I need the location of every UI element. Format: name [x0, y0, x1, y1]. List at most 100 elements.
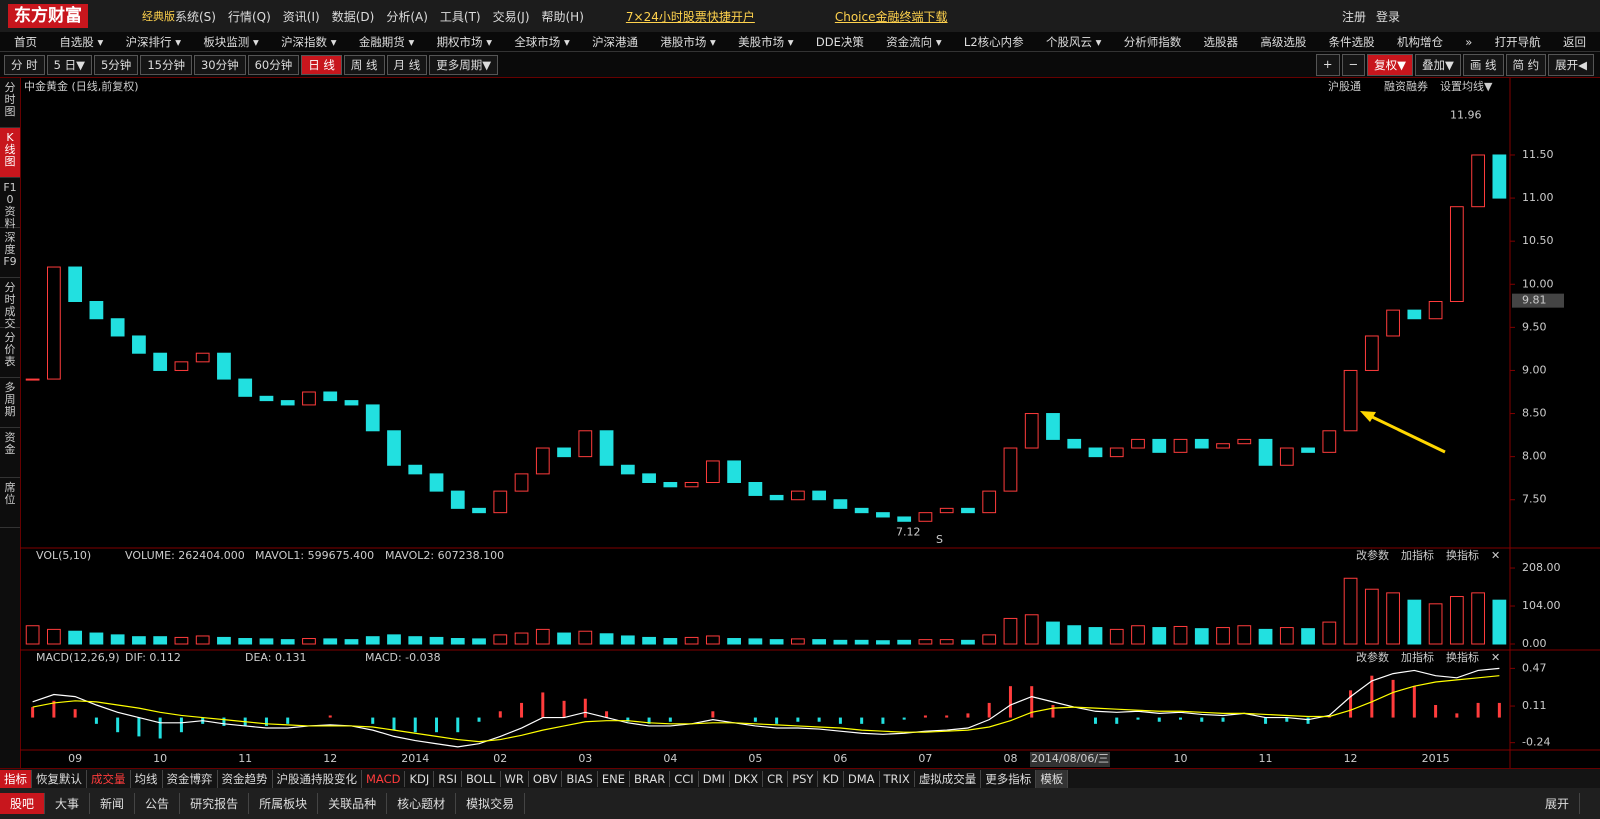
period-button[interactable]: 更多周期▼: [429, 54, 499, 75]
menu-item[interactable]: 交易(J): [492, 9, 530, 24]
link[interactable]: Choice金融终端下载: [834, 9, 948, 24]
nav-item[interactable]: 选股器: [1203, 34, 1239, 49]
indicator-tab[interactable]: BRAR: [630, 770, 671, 787]
nav-item[interactable]: 返回: [1562, 34, 1586, 49]
side-tab[interactable]: 资金: [0, 428, 20, 478]
indicator-tab[interactable]: ENE: [598, 770, 630, 787]
indicator-tab[interactable]: KDJ: [405, 770, 435, 787]
tool-button[interactable]: −: [1341, 53, 1366, 76]
indicator-tab[interactable]: 指标: [0, 769, 32, 788]
nav-item[interactable]: 高级选股: [1260, 34, 1307, 49]
account-link[interactable]: 登录: [1375, 9, 1400, 24]
indicator-tab[interactable]: KD: [818, 770, 844, 787]
indicator-tab[interactable]: 虚拟成交量: [915, 769, 982, 788]
nav-item[interactable]: 首页: [14, 34, 37, 49]
bottom-tab[interactable]: 新闻: [90, 793, 136, 814]
tool-button[interactable]: +: [1315, 53, 1340, 76]
nav-item[interactable]: 个股风云 ▾: [1045, 34, 1102, 49]
nav-item[interactable]: 沪深排行 ▾: [125, 34, 181, 49]
bottom-tab[interactable]: 所属板块: [249, 793, 319, 814]
menu-item[interactable]: 资讯(I): [282, 9, 320, 24]
nav-item[interactable]: 沪深港通: [592, 34, 639, 49]
bottom-tab[interactable]: 股吧: [0, 793, 46, 814]
menu-item[interactable]: 分析(A): [386, 9, 428, 24]
nav-item[interactable]: 港股市场 ▾: [660, 34, 716, 49]
period-button[interactable]: 周 线: [343, 54, 385, 75]
link[interactable]: 7×24小时股票快捷开户: [625, 9, 755, 24]
indicator-tab[interactable]: 恢复默认: [32, 769, 87, 788]
nav-item[interactable]: 金融期货 ▾: [358, 34, 415, 49]
nav-item[interactable]: 打开导航: [1494, 34, 1541, 49]
bottom-tab[interactable]: 研究报告: [180, 793, 250, 814]
menu-item[interactable]: 工具(T): [439, 9, 481, 24]
indicator-tab[interactable]: 更多指标: [981, 769, 1037, 788]
side-tab[interactable]: 分时成交: [0, 278, 20, 330]
menu-item[interactable]: 行情(Q): [227, 9, 271, 24]
indicator-tab[interactable]: DKX: [730, 770, 764, 787]
side-tab[interactable]: 席位: [0, 478, 20, 528]
side-tab[interactable]: 多周期: [0, 378, 20, 428]
nav-item[interactable]: 板块监测 ▾: [203, 34, 259, 49]
tool-button[interactable]: 复权▼: [1367, 53, 1413, 76]
tool-button[interactable]: 画 线: [1462, 53, 1504, 76]
indicator-tab[interactable]: CCI: [670, 770, 699, 787]
y-tick-label: 0.47: [1522, 661, 1547, 674]
nav-item[interactable]: 沪深指数 ▾: [281, 34, 337, 49]
indicator-tab[interactable]: 资金趋势: [218, 769, 273, 788]
indicator-tab[interactable]: 资金博弈: [163, 769, 218, 788]
indicator-tab[interactable]: DMA: [844, 770, 880, 787]
indicator-tab[interactable]: 成交量: [87, 769, 131, 788]
side-tab[interactable]: F10资料: [0, 178, 20, 230]
nav-item[interactable]: 全球市场 ▾: [514, 34, 570, 49]
side-tab[interactable]: K线图: [0, 128, 20, 178]
tool-button[interactable]: 展开◀: [1548, 53, 1594, 76]
menu-item[interactable]: 数据(D): [331, 9, 375, 24]
period-button[interactable]: 5 日▼: [46, 54, 92, 75]
period-button[interactable]: 15分钟: [140, 54, 192, 75]
indicator-tab[interactable]: BIAS: [562, 770, 598, 787]
indicator-tab[interactable]: RSI: [434, 770, 462, 787]
side-tab[interactable]: 分价表: [0, 328, 20, 378]
side-tab[interactable]: 分时图: [0, 78, 20, 128]
period-button[interactable]: 5分钟: [93, 54, 139, 75]
indicator-tab[interactable]: BOLL: [462, 770, 501, 787]
nav-item[interactable]: L2核心内参: [963, 34, 1024, 49]
period-button[interactable]: 30分钟: [193, 54, 246, 75]
bottom-tab[interactable]: 核心题材: [387, 793, 457, 814]
indicator-tab[interactable]: 均线: [131, 769, 163, 788]
indicator-tab[interactable]: PSY: [788, 770, 819, 787]
bottom-tab[interactable]: 模拟交易: [456, 793, 526, 814]
account-link[interactable]: 注册: [1341, 9, 1366, 24]
nav-item[interactable]: »: [1465, 34, 1473, 49]
indicator-tab[interactable]: DMI: [699, 770, 730, 787]
indicator-tab[interactable]: OBV: [529, 770, 563, 787]
period-button[interactable]: 日 线: [301, 54, 342, 75]
nav-item[interactable]: 资金流向 ▾: [886, 34, 942, 49]
period-button[interactable]: 月 线: [386, 54, 428, 75]
nav-item[interactable]: 期权市场 ▾: [436, 34, 492, 49]
nav-item[interactable]: 条件选股: [1328, 34, 1375, 49]
indicator-tab[interactable]: 模板: [1036, 769, 1069, 788]
logo[interactable]: 东方财富: [8, 4, 88, 28]
bottom-tab[interactable]: 公告: [135, 793, 181, 814]
indicator-tab[interactable]: WR: [501, 770, 529, 787]
nav-item[interactable]: 机构增仓: [1396, 34, 1443, 49]
indicator-tab[interactable]: CR: [763, 770, 789, 787]
indicator-tab[interactable]: 沪股通持股变化: [273, 769, 362, 788]
side-tab[interactable]: 深度F9: [0, 228, 20, 278]
indicator-tab[interactable]: TRIX: [880, 770, 915, 787]
bottom-tab[interactable]: 关联品种: [318, 793, 388, 814]
tool-button[interactable]: 叠加▼: [1415, 53, 1461, 76]
tool-button[interactable]: 简 约: [1505, 53, 1547, 76]
bottom-tab[interactable]: 大事: [45, 793, 91, 814]
indicator-tab[interactable]: MACD: [362, 770, 406, 787]
nav-item[interactable]: 分析师指数: [1123, 34, 1182, 49]
expand[interactable]: 展开: [1535, 793, 1580, 814]
nav-item[interactable]: 自选股 ▾: [59, 34, 104, 49]
nav-item[interactable]: DDE决策: [815, 34, 864, 49]
menu-item[interactable]: 帮助(H): [541, 9, 584, 24]
menu-item[interactable]: 系统(S): [175, 9, 216, 24]
nav-item[interactable]: 美股市场 ▾: [738, 34, 794, 49]
period-button[interactable]: 分 时: [4, 54, 45, 75]
period-button[interactable]: 60分钟: [247, 54, 300, 75]
